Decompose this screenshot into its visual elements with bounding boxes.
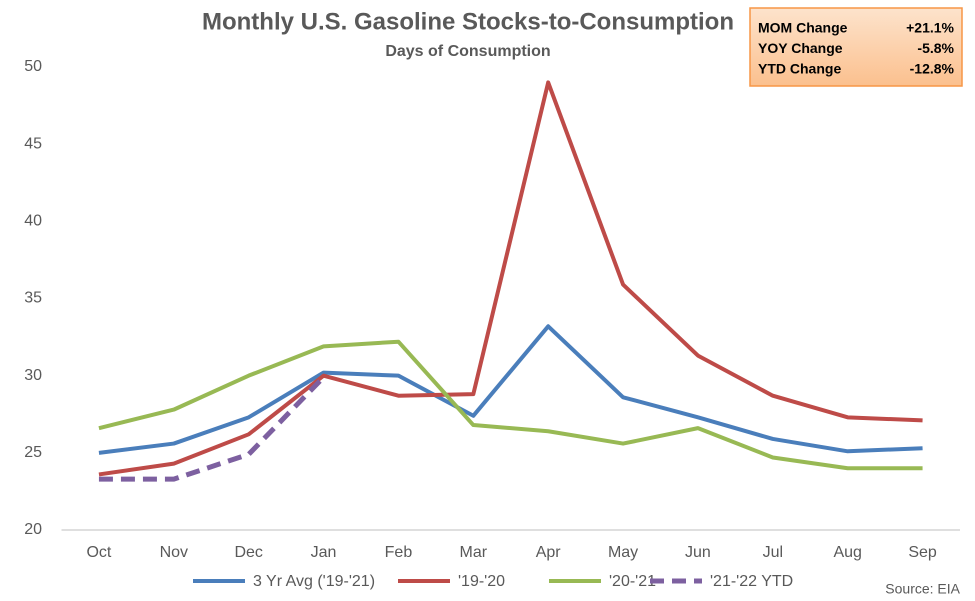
stats-label: YOY Change [758,40,843,56]
x-tick-label: Feb [385,544,413,561]
series-line [98,324,923,455]
x-tick-label: Jul [763,544,783,561]
chart-subtitle: Days of Consumption [385,43,550,60]
x-tick-label: Oct [86,544,111,561]
x-tick-label: May [608,544,638,561]
x-tick-label: Sep [908,544,937,561]
x-tick-label: Mar [460,544,488,561]
stats-label: YTD Change [758,61,841,77]
x-tick-label: Nov [160,544,188,561]
y-tick-label: 30 [24,367,42,384]
x-tick-label: Apr [536,544,562,561]
x-tick-label: Jun [685,544,711,561]
stats-value: -5.8% [917,40,954,56]
source-note: Source: EIA [885,581,960,597]
y-tick-label: 35 [24,290,42,307]
x-tick-label: Dec [234,544,262,561]
legend-label: '21-'22 YTD [710,573,793,590]
series-line [98,80,923,477]
stats-value: -12.8% [910,61,955,77]
y-tick-label: 40 [24,213,42,230]
stats-label: MOM Change [758,20,848,36]
stats-box [749,7,963,87]
legend-label: 3 Yr Avg ('19-'21) [253,573,375,590]
legend-label: '20-'21 [609,573,656,590]
x-tick-label: Jan [311,544,337,561]
y-tick-label: 25 [24,444,42,461]
stats-value: +21.1% [906,20,954,36]
y-tick-label: 50 [24,58,42,75]
series-line [98,339,923,471]
legend-label: '19-'20 [458,573,505,590]
chart-title: Monthly U.S. Gasoline Stocks-to-Consumpt… [202,8,734,35]
y-tick-label: 20 [24,521,42,538]
y-tick-label: 45 [24,135,42,152]
series-line [98,375,326,482]
x-tick-label: Aug [833,544,861,561]
